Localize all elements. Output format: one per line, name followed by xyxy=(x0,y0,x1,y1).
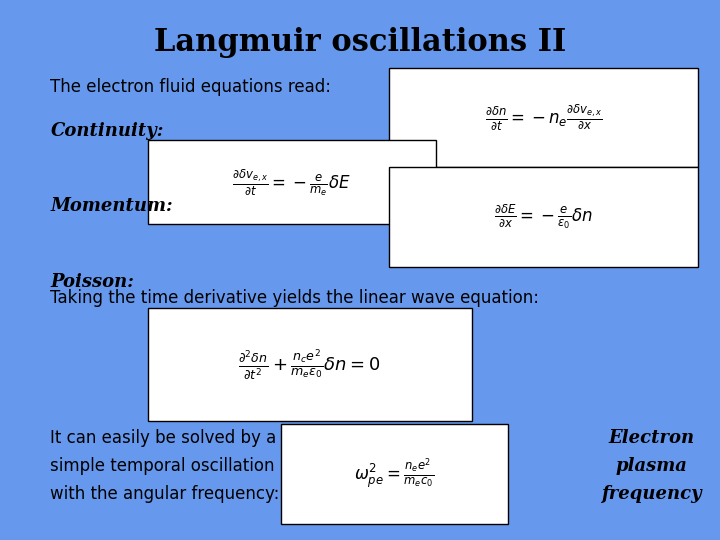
Text: The electron fluid equations read:: The electron fluid equations read: xyxy=(50,78,331,96)
Text: $\frac{\partial \delta v_{e,x}}{\partial t} = -\frac{e}{m_e} \delta E$: $\frac{\partial \delta v_{e,x}}{\partial… xyxy=(233,167,351,197)
Text: Taking the time derivative yields the linear wave equation:: Taking the time derivative yields the li… xyxy=(50,289,539,307)
Text: Momentum:: Momentum: xyxy=(50,197,173,215)
Text: Electron
plasma
frequency: Electron plasma frequency xyxy=(601,429,702,503)
FancyBboxPatch shape xyxy=(389,68,698,167)
Text: $\frac{\partial \delta E}{\partial x} = -\frac{e}{\epsilon_0} \delta n$: $\frac{\partial \delta E}{\partial x} = … xyxy=(494,203,593,232)
Text: $\frac{\partial \delta n}{\partial t} = -n_e \frac{\partial \delta v_{e,x}}{\par: $\frac{\partial \delta n}{\partial t} = … xyxy=(485,103,603,132)
FancyBboxPatch shape xyxy=(148,308,472,421)
Text: $\omega_{pe}^2 = \frac{n_e e^2}{m_e c_0}$: $\omega_{pe}^2 = \frac{n_e e^2}{m_e c_0}… xyxy=(354,457,434,491)
Text: Langmuir oscillations II: Langmuir oscillations II xyxy=(154,27,566,58)
FancyBboxPatch shape xyxy=(148,140,436,224)
FancyBboxPatch shape xyxy=(389,167,698,267)
FancyBboxPatch shape xyxy=(281,424,508,524)
Text: Continuity:: Continuity: xyxy=(50,122,163,139)
Text: Poisson:: Poisson: xyxy=(50,273,134,291)
Text: It can easily be solved by a
simple temporal oscillation
with the angular freque: It can easily be solved by a simple temp… xyxy=(50,429,280,503)
Text: $\frac{\partial^2 \delta n}{\partial t^2} + \frac{n_c e^2}{m_e \epsilon_0} \delt: $\frac{\partial^2 \delta n}{\partial t^2… xyxy=(238,347,381,382)
